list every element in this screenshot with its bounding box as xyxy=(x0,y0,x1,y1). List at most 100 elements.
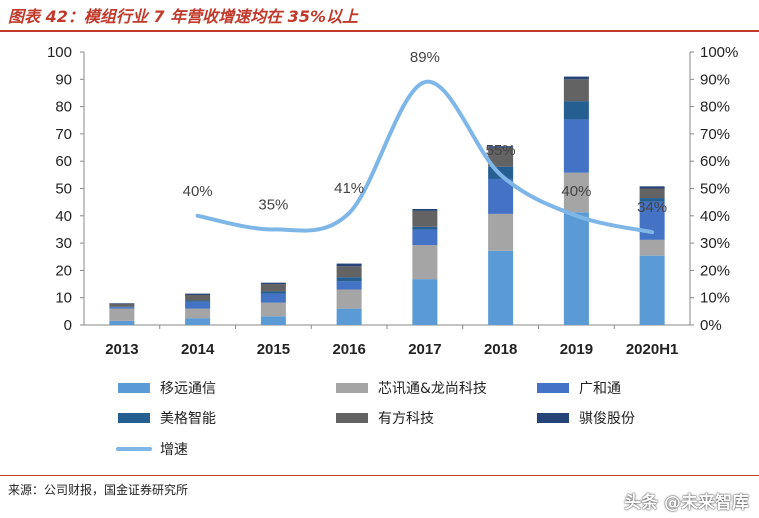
y2-tick-label: 60% xyxy=(700,153,730,170)
x-tick-label: 2017 xyxy=(408,341,441,358)
x-tick-label: 2019 xyxy=(560,341,593,358)
y2-tick-label: 100% xyxy=(700,44,738,61)
legend-swatch xyxy=(537,383,569,393)
axes: 0 10 20 30 40 50 60 70 80 90 100 0% 10% 20% 30% 40% 50% 6… xyxy=(47,44,738,358)
bar-segment xyxy=(336,289,362,309)
bar-segment xyxy=(412,279,438,325)
growth-label: 41% xyxy=(334,180,364,197)
y-tick-label: 10 xyxy=(55,290,72,307)
y-tick-label: 30 xyxy=(55,235,72,252)
y2-tick-label: 40% xyxy=(700,208,730,225)
bar-segment xyxy=(563,76,589,80)
bar-segment xyxy=(639,186,665,189)
bar-segment xyxy=(639,255,665,325)
growth-label: 35% xyxy=(258,196,288,213)
legend-swatch xyxy=(336,413,368,423)
legend-label: 移远通信 xyxy=(160,381,216,397)
x-tick-label: 2020H1 xyxy=(626,341,679,358)
growth-line xyxy=(195,80,655,235)
bar-segment xyxy=(563,119,589,173)
bar-segment xyxy=(260,293,286,303)
x-tick-label: 2016 xyxy=(332,341,365,358)
bar-segment xyxy=(260,282,286,285)
bar-segment xyxy=(488,213,514,251)
y2-tick-label: 30% xyxy=(700,235,730,252)
x-tick-label: 2013 xyxy=(105,341,138,358)
bar-segment xyxy=(109,303,135,304)
bar-segment xyxy=(109,320,135,325)
y2-tick-label: 0% xyxy=(700,317,722,334)
bar-segment xyxy=(639,188,665,199)
bar-segment xyxy=(260,302,286,317)
legend-swatch xyxy=(336,383,368,393)
bar-segment xyxy=(563,172,589,213)
x-tick-label: 2014 xyxy=(181,341,215,358)
bar-segment xyxy=(260,284,286,292)
bar-segment xyxy=(336,266,362,278)
bar-segment xyxy=(185,300,211,302)
bar-segment xyxy=(109,308,135,321)
y2-tick-label: 50% xyxy=(700,181,730,198)
bar-segment xyxy=(488,146,514,148)
chart-title: 图表 42：模组行业 7 年营收增速均在 35%以上 xyxy=(8,7,358,26)
legend-label: 芯讯通&龙尚科技 xyxy=(378,381,487,397)
x-tick-label: 2015 xyxy=(257,341,290,358)
bar-segment xyxy=(336,277,362,282)
y2-tick-label: 80% xyxy=(700,99,730,116)
x-tick-label: 2018 xyxy=(484,341,517,358)
y-tick-label: 0 xyxy=(64,317,72,334)
bar-segment xyxy=(488,178,514,214)
y-tick-label: 60 xyxy=(55,153,72,170)
bar-segment xyxy=(336,281,362,290)
footer-rule xyxy=(0,475,759,476)
legend-label: 美格智能 xyxy=(160,411,216,427)
legend-label: 骐俊股份 xyxy=(579,411,635,427)
y2-tick-label: 20% xyxy=(700,262,730,279)
bar-segment xyxy=(336,263,362,267)
legend-swatch xyxy=(537,413,569,423)
y2-tick-label: 70% xyxy=(700,126,730,143)
bar-segment xyxy=(488,250,514,325)
bar-segment xyxy=(260,291,286,294)
bar-segment xyxy=(412,229,438,246)
bars xyxy=(109,76,665,325)
growth-label: 55% xyxy=(486,142,516,159)
y-tick-label: 80 xyxy=(55,99,72,116)
bar-segment xyxy=(185,293,211,295)
legend-label: 广和通 xyxy=(579,381,621,397)
bar-segment xyxy=(185,308,211,319)
growth-line-path xyxy=(195,80,655,235)
bar-segment xyxy=(185,318,211,325)
bar-segment xyxy=(185,301,211,309)
growth-label: 40% xyxy=(561,183,591,200)
bar-segment xyxy=(109,303,135,307)
legend-label: 增速 xyxy=(160,442,188,458)
bar-segment xyxy=(260,316,286,325)
y-tick-label: 20 xyxy=(55,262,72,279)
bar-segment xyxy=(488,147,514,167)
bar-segment xyxy=(639,198,665,202)
bar-segment xyxy=(563,212,589,325)
bar-segment xyxy=(336,308,362,325)
y2-tick-label: 90% xyxy=(700,71,730,88)
legend-swatch xyxy=(118,413,150,423)
growth-label: 40% xyxy=(183,183,213,200)
watermark: 头条 @未来智库 xyxy=(624,493,749,513)
y-tick-label: 40 xyxy=(55,208,72,225)
bar-segment xyxy=(109,306,135,308)
data-labels: 40% 35% 41% 89% 55% 40% 34% xyxy=(183,49,668,216)
growth-label: 34% xyxy=(637,199,667,216)
growth-label: 89% xyxy=(410,49,440,66)
bar-segment xyxy=(563,101,589,120)
y-tick-label: 90 xyxy=(55,71,72,88)
legend-swatch xyxy=(118,383,150,393)
bar-segment xyxy=(563,79,589,102)
bar-segment xyxy=(412,210,438,227)
source-note: 来源：公司财报，国金证券研究所 xyxy=(8,483,189,497)
bar-segment xyxy=(109,307,135,309)
y-tick-label: 70 xyxy=(55,126,72,143)
y-tick-label: 50 xyxy=(55,181,72,198)
bar-segment xyxy=(412,226,438,230)
